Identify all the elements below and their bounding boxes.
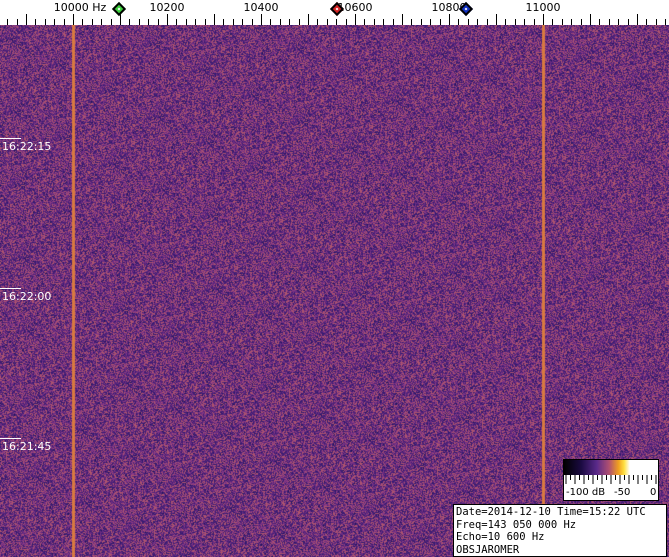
time-label: 16:22:15 <box>2 140 52 153</box>
time-label: 16:22:00 <box>2 290 52 303</box>
color-scale: -100 dB -50 0 <box>563 459 659 501</box>
colorbar-min-label: -100 dB <box>566 487 606 498</box>
info-frequency: Freq=143 050 000 Hz <box>456 518 577 531</box>
info-echo: Echo=10 600 Hz <box>456 531 545 543</box>
waterfall-display[interactable] <box>0 25 669 557</box>
color-gradient <box>564 460 658 475</box>
freq-label-10200: 10200 <box>149 1 185 14</box>
freq-label-10800: 10800 <box>431 1 467 14</box>
ruler-ticks <box>7 14 666 25</box>
time-tick <box>0 138 21 139</box>
colorbar-max-label: 0 <box>650 487 657 498</box>
colorbar-mid-label: -50 <box>614 487 631 498</box>
info-box: Date=2014-12-10 Time=15:22 UTC Freq=143 0… <box>453 504 667 557</box>
frequency-ruler: 10000 Hz 10200 10400 10600 10800 11000 <box>0 0 669 25</box>
time-label: 16:21:45 <box>2 440 52 453</box>
color-scale-ticks <box>565 475 657 484</box>
info-observer: OBSJAROMER <box>456 543 520 556</box>
freq-label-10600: 10600 <box>337 1 373 14</box>
freq-label-10000: 10000 Hz <box>53 1 107 14</box>
freq-label-11000: 11000 <box>525 1 561 14</box>
freq-label-10400: 10400 <box>243 1 279 14</box>
time-tick <box>0 288 21 289</box>
time-tick <box>0 438 21 439</box>
info-date-time: Date=2014-12-10 Time=15:22 UTC <box>456 506 646 518</box>
